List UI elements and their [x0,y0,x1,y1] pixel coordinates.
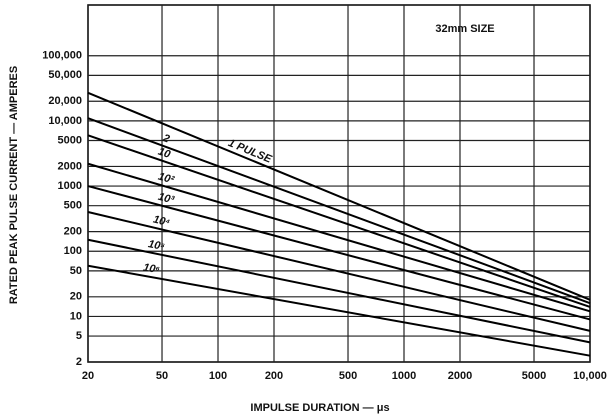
x-tick-label: 20 [82,370,94,382]
x-tick-label: 2000 [448,370,472,382]
x-tick-label: 500 [339,370,357,382]
y-tick-label: 5 [76,330,82,342]
series-line [87,264,591,357]
y-tick-label: 2000 [58,160,82,172]
series-label: 10⁵ [147,238,166,253]
x-tick-label: 200 [265,370,283,382]
x-tick-label: 10,000 [573,370,607,382]
x-tick-label: 50 [156,370,168,382]
series-line [87,162,591,313]
y-tick-label: 200 [64,226,82,238]
series-line [87,117,591,305]
y-tick-label: 5000 [58,134,82,146]
series-label: 10⁶ [142,262,161,277]
series-line [87,211,591,332]
series-label: 10⁴ [152,214,172,230]
y-tick-label: 20,000 [48,95,82,107]
y-tick-label: 20 [70,291,82,303]
y-tick-label: 50 [70,265,82,277]
x-tick-label: 100 [209,370,227,382]
annotation: 32mm SIZE [435,23,494,35]
y-axis-label: RATED PEAK PULSE CURRENT — AMPERES [8,66,20,304]
series-line [87,238,591,344]
y-tick-label: 10 [70,310,82,322]
y-tick-label: 50,000 [48,69,82,81]
series-line [87,134,591,308]
x-tick-label: 5000 [522,370,546,382]
series-label: 10 [156,146,172,162]
series-label: 2 [160,132,171,146]
x-axis-label: IMPULSE DURATION — μs [250,402,389,414]
y-tick-label: 500 [64,200,82,212]
series-label: 10³ [157,191,176,207]
series-label: 1 PULSE [226,137,274,166]
y-tick-label: 100 [64,245,82,257]
y-tick-label: 2 [76,356,82,368]
y-tick-label: 100,000 [42,50,82,62]
x-tick-label: 1000 [392,370,416,382]
series-line [87,91,591,301]
series-line [87,185,591,321]
y-tick-label: 10,000 [48,115,82,127]
annotation-box [400,14,530,44]
y-tick-label: 1000 [58,180,82,192]
series-label: 10² [157,171,176,187]
